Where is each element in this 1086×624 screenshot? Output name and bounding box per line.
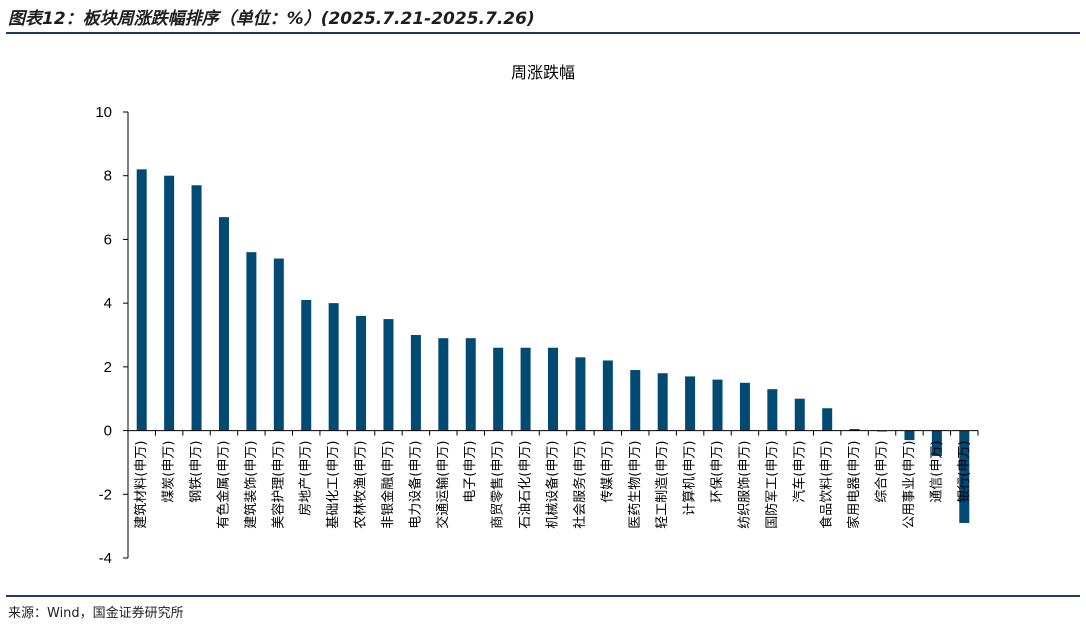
bar <box>685 376 696 431</box>
source-note: 来源：Wind，国金证券研究所 <box>8 606 184 621</box>
category-label: 电力设备(申万) <box>407 441 423 529</box>
bar <box>548 347 558 431</box>
bar <box>493 347 504 431</box>
y-tick-label: 10 <box>95 104 112 121</box>
x-axis <box>127 430 979 436</box>
category-label: 商贸零售(申万) <box>490 441 506 529</box>
bar-chart: 周涨跌幅 -4 -2 0 2 4 6 8 10 建筑材料(申万) 煤炭(申万) 钢铁(申万) 有色金… <box>95 63 979 567</box>
bar <box>739 382 750 431</box>
category-label: 交通运输(申万) <box>435 441 451 529</box>
category-label: 家用电器(申万) <box>846 441 862 529</box>
bar <box>465 338 476 431</box>
chart-title: 周涨跌幅 <box>511 63 575 82</box>
category-label: 社会服务(申万) <box>572 441 588 529</box>
bar <box>630 370 641 431</box>
category-label: 综合(申万) <box>875 441 890 503</box>
bar <box>849 428 860 431</box>
bar <box>328 303 339 431</box>
bar <box>712 379 723 431</box>
bar <box>520 347 531 431</box>
y-tick-label: 8 <box>104 168 112 185</box>
bar <box>356 315 367 431</box>
category-label: 公用事业(申万) <box>902 441 917 529</box>
category-label: 国防军工(申万) <box>764 441 780 529</box>
category-label: 美容护理(申万) <box>270 441 286 529</box>
category-label: 计算机(申万) <box>683 441 698 516</box>
bar <box>383 319 394 431</box>
category-labels: 建筑材料(申万) 煤炭(申万) 钢铁(申万) 有色金属(申万) 建筑装饰(申万) 美容护理… <box>133 441 972 529</box>
category-label: 传媒(申万) <box>600 441 615 503</box>
bar <box>657 373 668 431</box>
category-label: 煤炭(申万) <box>162 441 177 503</box>
category-label: 银行(申万) <box>957 441 972 503</box>
category-label: 食品饮料(申万) <box>819 441 835 529</box>
bar <box>602 360 613 431</box>
category-label: 轻工制造(申万) <box>655 441 670 529</box>
category-label: 有色金属(申万) <box>215 441 231 529</box>
bar <box>301 299 312 431</box>
bar <box>136 169 147 431</box>
bars <box>136 169 970 523</box>
category-label: 通信(申万) <box>929 441 944 503</box>
y-tick-label: 0 <box>104 423 112 440</box>
category-label: 环保(申万) <box>710 441 725 503</box>
bar <box>959 430 970 523</box>
bar <box>904 430 915 441</box>
category-label: 基础化工(申万) <box>326 441 341 529</box>
figure-title: 图表12：板块周涨跌幅排序（单位：%）(2025.7.21-2025.7.26) <box>8 9 535 29</box>
y-tick-label: -2 <box>99 486 112 503</box>
bar <box>246 252 257 431</box>
bottom-divider <box>6 595 1080 597</box>
bar <box>767 389 778 431</box>
bar <box>273 258 284 431</box>
bar <box>191 185 202 431</box>
category-label: 医药生物(申万) <box>628 441 643 529</box>
category-label: 建筑装饰(申万) <box>243 441 259 529</box>
bar <box>575 357 586 431</box>
bar <box>931 430 942 457</box>
bar <box>822 408 833 431</box>
category-label: 石油石化(申万) <box>518 441 533 529</box>
category-label: 房地产(申万) <box>298 441 314 516</box>
category-label: 汽车(申万) <box>791 441 807 503</box>
bar <box>794 398 805 431</box>
category-label: 非银金融(申万) <box>380 441 396 529</box>
category-label: 建筑材料(申万) <box>133 441 149 529</box>
y-axis: -4 -2 0 2 4 6 8 10 <box>95 104 129 567</box>
top-divider <box>6 32 1080 34</box>
y-tick-label: 4 <box>104 295 112 312</box>
category-label: 电子(申万) <box>463 441 478 503</box>
category-label: 机械设备(申万) <box>545 441 561 529</box>
y-tick-label: 6 <box>104 231 112 248</box>
bar <box>438 338 449 431</box>
bar <box>218 217 229 431</box>
y-tick-label: 2 <box>104 359 112 376</box>
bar <box>164 175 175 431</box>
category-label: 农林牧渔(申万) <box>354 441 369 529</box>
category-label: 纺织服饰(申万) <box>737 441 752 529</box>
y-tick-label: -4 <box>99 550 112 567</box>
category-label: 钢铁(申万) <box>189 441 204 503</box>
bar <box>410 335 421 431</box>
